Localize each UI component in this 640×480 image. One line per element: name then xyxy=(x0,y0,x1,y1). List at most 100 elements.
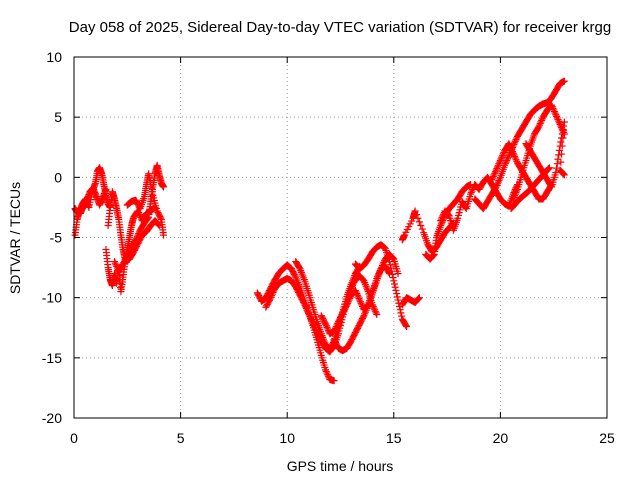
data-point xyxy=(351,286,359,294)
data-point xyxy=(494,161,502,169)
data-point xyxy=(322,367,330,375)
data-point xyxy=(268,290,276,298)
data-point xyxy=(324,325,332,333)
data-point xyxy=(555,119,563,127)
data-point xyxy=(499,152,507,160)
data-point xyxy=(300,300,308,308)
data-point xyxy=(513,187,521,195)
data-point xyxy=(291,272,299,280)
data-point xyxy=(371,306,379,314)
data-point xyxy=(132,236,140,244)
series-arc-q xyxy=(471,77,568,213)
data-point xyxy=(413,211,421,219)
data-point xyxy=(439,212,447,220)
series-arc-j xyxy=(317,262,394,338)
data-point xyxy=(391,280,399,288)
data-point xyxy=(545,165,553,173)
data-point xyxy=(330,377,338,385)
data-point xyxy=(147,181,155,189)
data-point xyxy=(145,170,153,178)
data-point xyxy=(133,233,141,241)
data-point xyxy=(512,156,520,164)
data-point xyxy=(512,189,520,197)
data-point xyxy=(265,296,273,304)
data-point xyxy=(343,301,351,309)
data-point xyxy=(323,369,331,377)
data-point xyxy=(462,203,470,211)
data-point xyxy=(508,148,516,156)
data-point xyxy=(346,294,354,302)
data-point xyxy=(148,188,156,196)
data-point xyxy=(332,323,340,331)
data-point xyxy=(508,146,516,154)
data-point xyxy=(380,258,388,266)
data-point xyxy=(497,155,505,163)
data-point xyxy=(378,262,386,270)
data-point xyxy=(499,150,507,158)
data-point xyxy=(157,214,165,222)
data-point xyxy=(102,185,110,193)
data-point xyxy=(345,296,353,304)
data-point xyxy=(509,195,517,203)
x-tick-label: 20 xyxy=(493,430,509,446)
data-point xyxy=(535,121,543,129)
data-point xyxy=(469,185,477,193)
data-point xyxy=(302,304,310,312)
data-point xyxy=(511,137,519,145)
data-point xyxy=(386,258,394,266)
data-point xyxy=(144,214,152,222)
data-point xyxy=(493,165,501,173)
y-axis-label: SDTVAR / TECUs xyxy=(7,182,23,294)
data-point xyxy=(501,160,509,168)
data-point xyxy=(495,160,503,168)
x-axis-label: GPS time / hours xyxy=(287,458,394,474)
data-point xyxy=(372,309,380,317)
data-point xyxy=(133,234,141,242)
data-point xyxy=(403,323,411,331)
data-point xyxy=(553,160,561,168)
series-arc-b xyxy=(71,184,110,217)
data-point xyxy=(379,260,387,268)
data-point xyxy=(302,303,310,311)
data-point xyxy=(415,294,423,302)
data-point xyxy=(414,295,422,303)
data-point xyxy=(467,189,475,197)
data-point xyxy=(555,146,563,154)
data-point xyxy=(342,302,350,310)
data-point xyxy=(415,218,423,226)
data-point xyxy=(496,156,504,164)
data-point xyxy=(417,221,425,229)
data-point xyxy=(321,319,329,327)
data-point xyxy=(344,299,352,307)
y-tick-label: 0 xyxy=(54,169,62,185)
data-point xyxy=(358,301,366,309)
axis-ticks: 0 5 10 15 20 25 -20 -15 -10 -5 0 5 10 xyxy=(42,49,615,446)
data-point xyxy=(511,154,519,162)
series-arc-o xyxy=(422,181,475,263)
data-point xyxy=(378,263,386,271)
data-point xyxy=(556,120,564,128)
data-point xyxy=(331,326,339,334)
data-point xyxy=(494,163,502,171)
data-point xyxy=(491,169,499,177)
data-point xyxy=(300,298,308,306)
chart-title: Day 058 of 2025, Sidereal Day-to-day VTE… xyxy=(69,19,611,36)
series-arc-p xyxy=(437,173,521,234)
data-point xyxy=(295,264,303,272)
data-point xyxy=(558,130,566,138)
data-point xyxy=(356,298,364,306)
x-tick-label: 15 xyxy=(386,430,402,446)
data-point xyxy=(393,293,401,301)
data-point xyxy=(550,108,558,116)
y-tick-label: 10 xyxy=(46,49,62,65)
data-point xyxy=(444,210,452,218)
data-point xyxy=(491,168,499,176)
data-point xyxy=(145,173,153,181)
data-point xyxy=(398,312,406,320)
x-tick-label: 0 xyxy=(70,430,78,446)
data-point xyxy=(502,158,510,166)
data-point xyxy=(504,153,512,161)
data-point xyxy=(535,123,543,131)
data-point xyxy=(352,288,360,296)
